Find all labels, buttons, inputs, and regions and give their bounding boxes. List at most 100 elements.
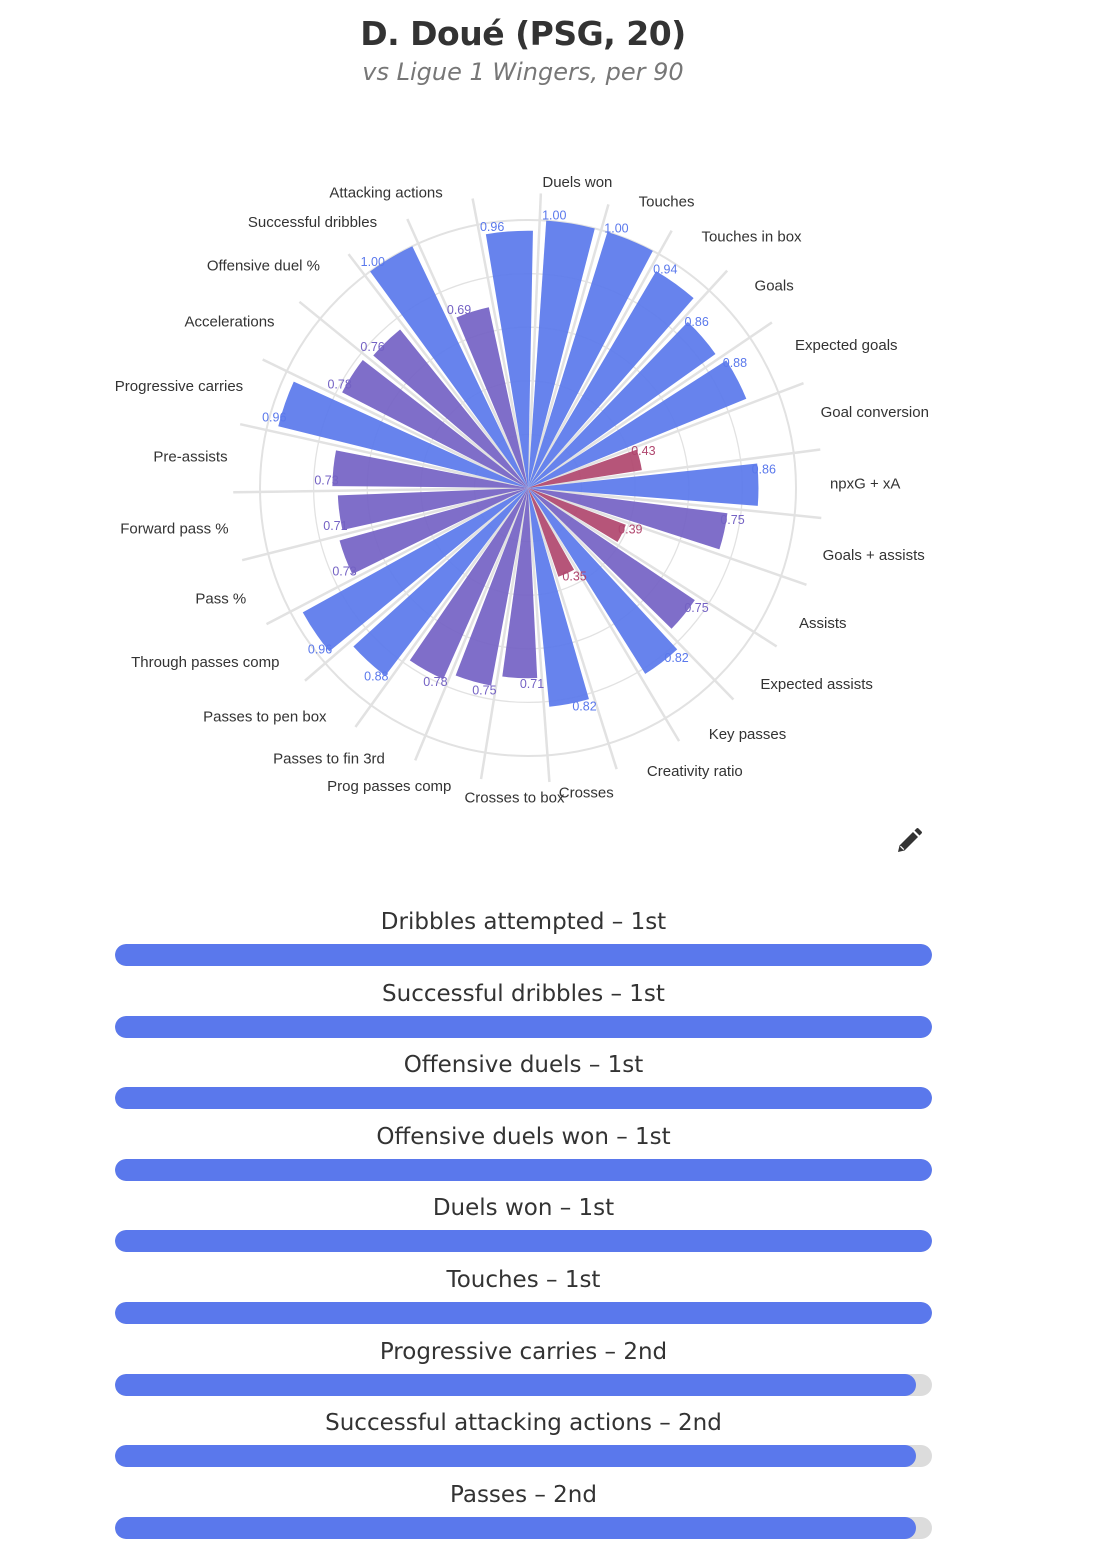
ranking-fill [115, 1158, 932, 1181]
ranking-row: Touches – 1st [115, 1258, 932, 1330]
ranking-track [115, 1230, 932, 1253]
ranking-track [115, 1516, 932, 1539]
value-label: 1.00 [361, 255, 385, 269]
ranking-fill [115, 1373, 916, 1396]
value-label: 0.69 [447, 303, 471, 317]
axis-label: Expected assists [760, 676, 873, 693]
axis-label: Attacking actions [329, 184, 442, 201]
bar-npxg-xa [528, 463, 759, 506]
value-label: 0.78 [423, 675, 447, 689]
axis-label: Goal conversion [821, 404, 929, 421]
ranking-row: Successful dribbles – 1st [115, 972, 932, 1044]
bar-touches [528, 232, 653, 488]
ranking-row: Offensive duels – 1st [115, 1043, 932, 1115]
bar-passes-to-pen-box [353, 488, 528, 676]
ranking-row: Offensive duels won – 1st [115, 1115, 932, 1187]
grid-spoke [527, 269, 729, 489]
value-label: 0.86 [752, 462, 776, 476]
ranking-row: Successful attacking actions – 2nd [115, 1401, 932, 1473]
axis-label: Crosses to box [464, 790, 565, 807]
value-label: 0.73 [332, 565, 356, 579]
axis-label: Duels won [542, 174, 612, 191]
grid-spoke [527, 486, 822, 520]
bar-attacking-actions [456, 307, 528, 488]
value-label: 1.00 [604, 222, 628, 236]
axis-label: Passes to fin 3rd [273, 751, 385, 768]
grid-spoke [526, 204, 610, 489]
ranking-fill [115, 1301, 932, 1324]
axis-label: Pre-assists [153, 448, 227, 465]
grid-spoke [233, 486, 529, 494]
grid-spoke [526, 487, 681, 742]
ranking-row: Dribbles attempted – 1st [115, 900, 932, 972]
ranking-track [115, 944, 932, 966]
axis-label: Progressive carries [115, 378, 243, 395]
bar-assists [528, 488, 626, 542]
bar-duels-won [528, 220, 595, 489]
axis-label: Through passes comp [131, 654, 279, 671]
ranking-track [115, 1373, 932, 1396]
axis-label: Forward pass % [120, 520, 228, 537]
edit-button[interactable] [893, 825, 925, 857]
axis-label: Accelerations [185, 313, 275, 330]
axis-label: Offensive duel % [207, 258, 320, 275]
ranking-track [115, 1445, 932, 1468]
bar-expected-goals [528, 360, 747, 488]
value-label: 0.43 [631, 444, 655, 458]
ranking-label: Touches – 1st [446, 1266, 601, 1293]
bar-creativity-ratio [528, 488, 575, 577]
ranking-track [115, 1301, 932, 1324]
ranking-track [115, 1087, 932, 1110]
ranking-fill [115, 1445, 916, 1468]
ranking-label: Duels won – 1st [432, 1195, 615, 1222]
value-label: 0.78 [327, 377, 351, 391]
ranking-label: Dribbles attempted – 1st [380, 909, 667, 935]
grid-spoke [241, 486, 529, 562]
page-title: D. Doué (PSG, 20) [360, 14, 686, 53]
ranking-row: Progressive carries – 2nd [115, 1330, 932, 1402]
ranking-fill [115, 1230, 932, 1253]
bar-offensive-duel- [373, 329, 528, 488]
axis-label: Passes to pen box [203, 709, 327, 726]
bar-passes-to-fin-3rd [409, 488, 528, 680]
grid-spoke [526, 487, 618, 770]
bar-through-passes-comp [302, 488, 528, 652]
ranking-fill [115, 944, 932, 966]
grid-spoke [304, 487, 529, 682]
axis-label: Assists [799, 615, 847, 632]
bar-accelerations [342, 359, 528, 488]
grid-spoke [262, 358, 529, 490]
ranking-label: Passes – 2nd [450, 1481, 597, 1508]
value-label: 0.96 [262, 411, 286, 425]
value-label: 0.88 [723, 356, 747, 370]
ranking-label: Progressive carries – 2nd [379, 1338, 668, 1365]
value-label: 0.35 [562, 569, 586, 583]
bar-expected-assists [528, 488, 695, 629]
ranking-track [115, 1158, 932, 1181]
ranking-fill [115, 1516, 916, 1539]
axis-label: Prog passes comp [327, 778, 451, 795]
bar-prog-passes-comp [455, 488, 528, 686]
value-label: 0.82 [572, 700, 596, 714]
ranking-fill [115, 1087, 932, 1110]
grid-spoke [527, 381, 804, 490]
value-label: 0.82 [664, 651, 688, 665]
grid-spoke [471, 198, 530, 489]
ranking-label: Offensive duels won – 1st [376, 1123, 671, 1150]
value-label: 0.88 [364, 669, 388, 683]
grid-spoke [347, 253, 529, 489]
grid-spoke [527, 486, 807, 586]
grid-spoke [526, 487, 551, 783]
ranking-label: Successful attacking actions – 2nd [325, 1410, 722, 1437]
axis-label: Touches [639, 194, 695, 211]
value-label: 0.75 [684, 601, 708, 615]
bar-unlabeled [485, 230, 533, 489]
ranking-list: Dribbles attempted – 1st Successful drib… [115, 900, 932, 1544]
bar-pass- [339, 488, 528, 575]
value-label: 0.75 [472, 683, 496, 697]
ranking-row: Passes – 2nd [115, 1473, 932, 1545]
grid-spoke [527, 448, 821, 490]
grid-spoke [354, 487, 530, 728]
grid-ring [259, 219, 797, 757]
bar-key-passes [528, 488, 678, 674]
